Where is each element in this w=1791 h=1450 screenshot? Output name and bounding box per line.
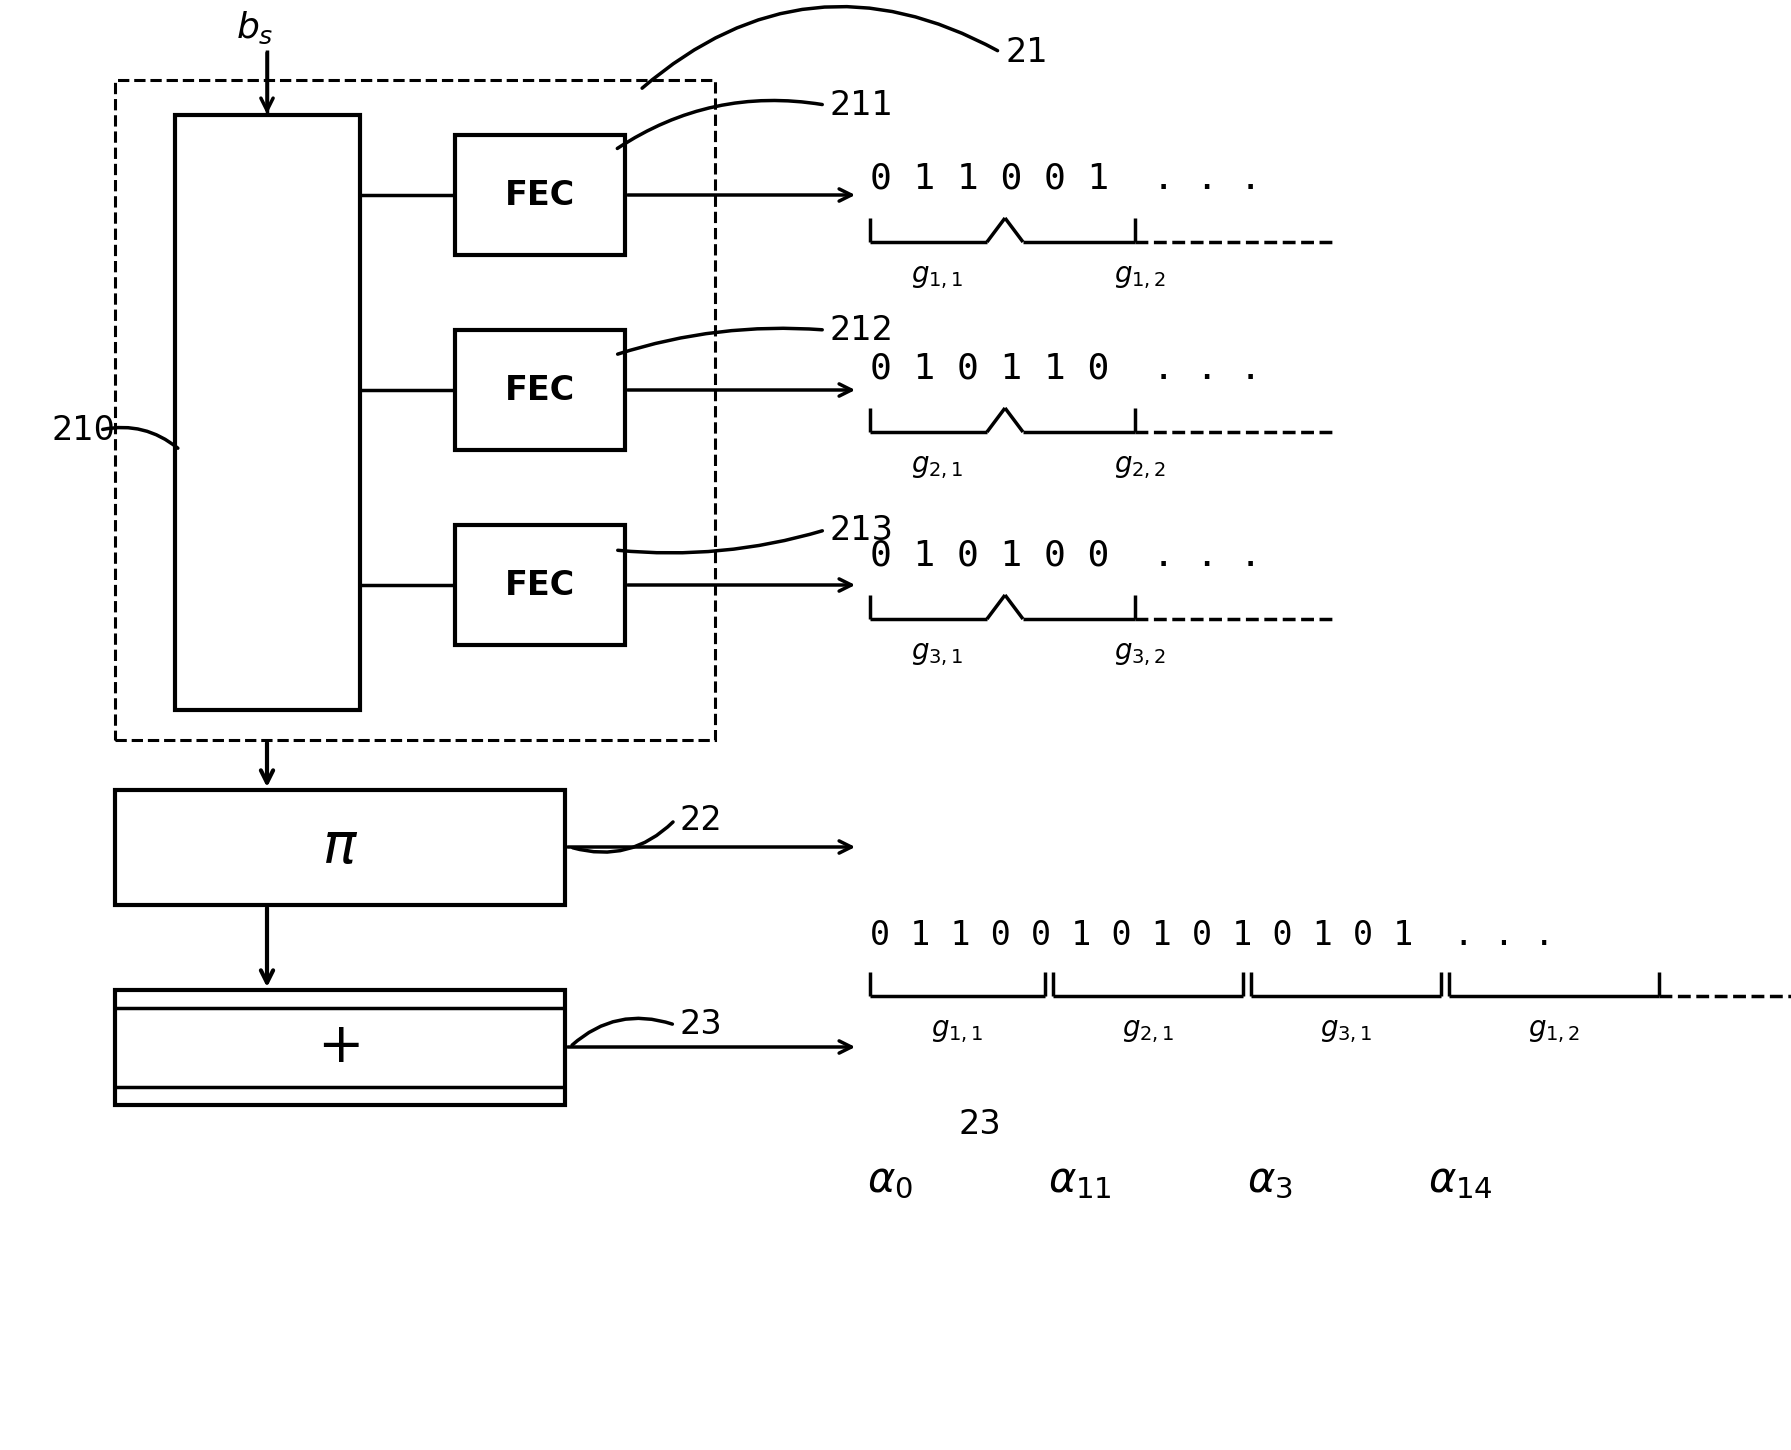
Text: 0 1 0 1 0 0  . . .: 0 1 0 1 0 0 . . .: [870, 538, 1261, 571]
Text: 0 1 1 0 0 1 0 1 0 1 0 1 0 1  . . .: 0 1 1 0 0 1 0 1 0 1 0 1 0 1 . . .: [870, 918, 1555, 951]
Text: 211: 211: [829, 88, 894, 122]
Text: $g_{3,1}$: $g_{3,1}$: [1320, 1016, 1372, 1045]
Bar: [455, 331, 625, 450]
Text: 0 1 0 1 1 0  . . .: 0 1 0 1 1 0 . . .: [870, 351, 1261, 386]
Text: $g_{3,1}$: $g_{3,1}$: [910, 639, 964, 668]
Text: $\alpha_0$: $\alpha_0$: [867, 1159, 913, 1201]
Bar: [455, 525, 625, 645]
Text: $g_{1,2}$: $g_{1,2}$: [1114, 262, 1166, 291]
Text: +: +: [317, 1021, 364, 1074]
Text: $g_{1,1}$: $g_{1,1}$: [931, 1016, 983, 1045]
Bar: [115, 80, 715, 740]
Text: FEC: FEC: [505, 178, 575, 212]
Text: FEC: FEC: [505, 374, 575, 406]
Text: $\pi$: $\pi$: [322, 821, 358, 874]
Text: $\alpha_{14}$: $\alpha_{14}$: [1427, 1159, 1492, 1201]
Text: 213: 213: [829, 513, 894, 547]
Text: 22: 22: [681, 803, 724, 837]
Text: $b_s$: $b_s$: [236, 10, 274, 46]
Bar: [176, 115, 360, 710]
Bar: [115, 990, 564, 1105]
Text: 210: 210: [52, 413, 116, 447]
Text: $g_{1,1}$: $g_{1,1}$: [910, 262, 964, 291]
Text: $g_{2,1}$: $g_{2,1}$: [1121, 1016, 1175, 1045]
Text: 0 1 1 0 0 1  . . .: 0 1 1 0 0 1 . . .: [870, 161, 1261, 194]
Text: $g_{2,1}$: $g_{2,1}$: [910, 452, 964, 481]
Text: $\alpha_3$: $\alpha_3$: [1247, 1159, 1293, 1201]
Bar: [115, 790, 564, 905]
Text: $\alpha_{11}$: $\alpha_{11}$: [1048, 1159, 1112, 1201]
Text: $g_{1,2}$: $g_{1,2}$: [1528, 1016, 1580, 1045]
Bar: [455, 135, 625, 255]
Text: 23: 23: [958, 1108, 1001, 1141]
Text: 212: 212: [829, 313, 894, 347]
Text: 21: 21: [1005, 35, 1048, 68]
Text: FEC: FEC: [505, 568, 575, 602]
Text: 23: 23: [681, 1009, 722, 1041]
Text: $g_{3,2}$: $g_{3,2}$: [1114, 639, 1166, 668]
Text: $g_{2,2}$: $g_{2,2}$: [1114, 452, 1166, 481]
